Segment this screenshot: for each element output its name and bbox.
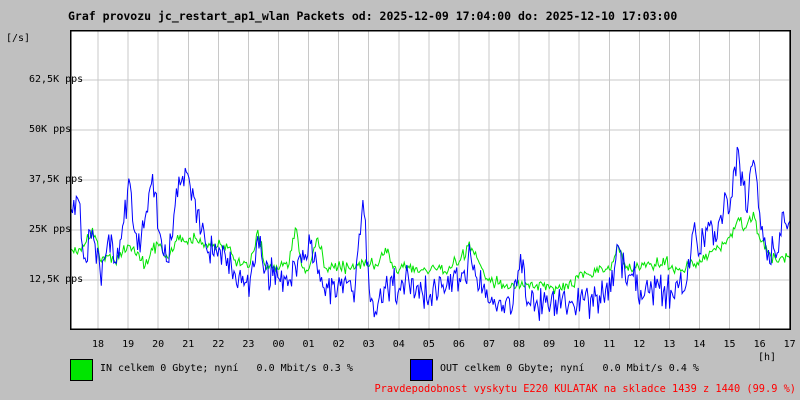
x-tick-label: 09 (543, 339, 556, 350)
x-tick-label: 05 (422, 339, 435, 350)
x-tick-label: 20 (152, 339, 165, 350)
y-tick-label: 50K pps (29, 124, 72, 135)
x-tick-label: 06 (452, 339, 465, 350)
x-tick-label: 15 (723, 339, 736, 350)
x-tick-label: 16 (753, 339, 766, 350)
x-tick-label: 17 (783, 339, 796, 350)
y-tick-label: 37,5K pps (29, 174, 84, 185)
out-series-color-swatch (410, 359, 433, 381)
y-axis-unit-label: [/s] (6, 33, 31, 44)
x-tick-label: 03 (362, 339, 375, 350)
y-tick-label: 12,5K pps (29, 274, 84, 285)
x-tick-label: 18 (92, 339, 105, 350)
x-tick-label: 00 (272, 339, 285, 350)
x-tick-label: 10 (573, 339, 586, 350)
x-tick-label: 13 (663, 339, 676, 350)
x-tick-label: 07 (482, 339, 495, 350)
y-tick-label: 25K pps (29, 224, 72, 235)
x-tick-label: 02 (332, 339, 345, 350)
availability-footer-text: Pravdepodobnost vyskytu E220 KULATAK na … (374, 383, 796, 395)
x-tick-label: 08 (513, 339, 526, 350)
x-tick-label: 22 (212, 339, 225, 350)
x-tick-label: 01 (302, 339, 315, 350)
x-tick-label: 23 (242, 339, 255, 350)
x-tick-label: 04 (392, 339, 405, 350)
x-tick-label: 12 (633, 339, 646, 350)
in-series-color-swatch (70, 359, 93, 381)
x-tick-label: 21 (182, 339, 195, 350)
x-tick-label: 11 (603, 339, 616, 350)
y-tick-label: 62,5K pps (29, 74, 84, 85)
traffic-chart (70, 30, 791, 330)
x-tick-label: 19 (122, 339, 135, 350)
x-tick-label: 14 (693, 339, 706, 350)
graph-title: Graf provozu jc_restart_ap1_wlan Packets… (68, 9, 678, 23)
legend-in-label: IN celkem 0 Gbyte; nyní 0.0 Mbit/s 0.3 % (100, 363, 353, 374)
legend-out-label: OUT celkem 0 Gbyte; nyní 0.0 Mbit/s 0.4 … (440, 363, 699, 374)
x-axis-unit-label: [h] (758, 352, 777, 363)
